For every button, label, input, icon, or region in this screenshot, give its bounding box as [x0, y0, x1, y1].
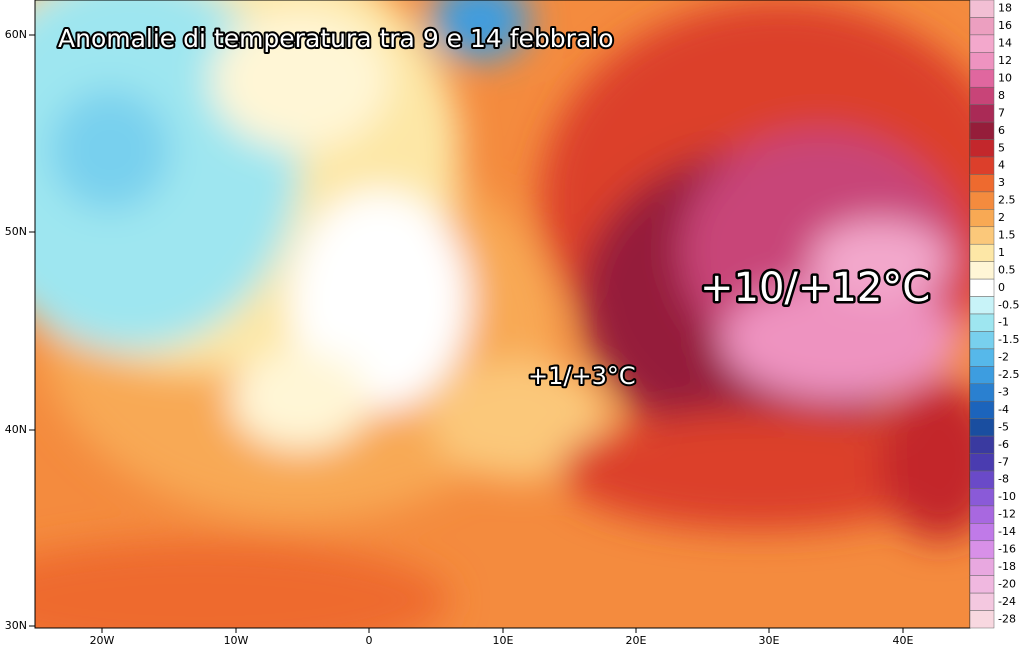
colorbar-swatch [969, 156, 995, 175]
colorbar-label: -1.5 [998, 333, 1019, 346]
colorbar-label: 10 [998, 72, 1012, 85]
annotation: +10/+12°C [700, 265, 930, 311]
colorbar-swatch [969, 104, 995, 123]
lat-label: 60N [5, 28, 27, 41]
colorbar-swatch [969, 121, 995, 140]
colorbar-swatch [969, 400, 995, 419]
colorbar-label: 8 [998, 89, 1005, 102]
colorbar-label: -12 [998, 508, 1016, 521]
colorbar-swatch [969, 383, 995, 402]
colorbar-label: 2 [998, 211, 1005, 224]
colorbar-swatch [969, 575, 995, 594]
colorbar-swatch [969, 278, 995, 297]
colorbar-label: -2 [998, 351, 1009, 364]
colorbar-swatch [969, 523, 995, 542]
lon-label: 30E [759, 634, 780, 647]
lon-label: 40E [893, 634, 914, 647]
colorbar-swatch [969, 34, 995, 53]
colorbar-label: 18 [998, 2, 1012, 15]
colorbar-swatch [969, 453, 995, 472]
colorbar-swatch [969, 418, 995, 437]
colorbar-label: 4 [998, 159, 1005, 172]
colorbar-label: 12 [998, 54, 1012, 67]
colorbar-swatch [969, 174, 995, 193]
colorbar-label: 16 [998, 19, 1012, 32]
colorbar-label: 6 [998, 124, 1005, 137]
colorbar-swatch [969, 488, 995, 507]
colorbar-swatch [969, 296, 995, 315]
lon-label: 20W [90, 634, 115, 647]
colorbar-swatch [969, 540, 995, 559]
colorbar-swatch [969, 331, 995, 350]
colorbar-swatch [969, 226, 995, 245]
colorbar-swatch [969, 191, 995, 210]
colorbar-label: -1 [998, 316, 1009, 329]
colorbar-swatch [969, 86, 995, 105]
colorbar-swatch [969, 0, 995, 18]
colorbar-label: 7 [998, 106, 1005, 119]
lat-label: 40N [5, 423, 27, 436]
colorbar-swatch [969, 209, 995, 228]
colorbar-label: -7 [998, 455, 1009, 468]
colorbar-label: 1 [998, 246, 1005, 259]
colorbar-label: -8 [998, 473, 1009, 486]
colorbar-swatch [969, 435, 995, 454]
lon-label: 10W [224, 634, 249, 647]
colorbar-swatch [969, 139, 995, 158]
annotation: +1/+3°C [528, 362, 636, 390]
colorbar-label: -6 [998, 438, 1009, 451]
colorbar-swatch [969, 592, 995, 611]
lat-label: 30N [5, 619, 27, 632]
colorbar-swatch [969, 17, 995, 36]
colorbar-swatch [969, 470, 995, 489]
colorbar-swatch [969, 348, 995, 367]
colorbar-label: 0 [998, 281, 1005, 294]
colorbar-label: -4 [998, 403, 1009, 416]
colorbar-swatch [969, 557, 995, 576]
lat-label: 50N [5, 225, 27, 238]
colorbar-label: -18 [998, 560, 1016, 573]
colorbar-label: -0.5 [998, 298, 1019, 311]
colorbar-label: -5 [998, 420, 1009, 433]
colorbar-swatch [969, 313, 995, 332]
colorbar-swatch [969, 52, 995, 71]
lon-label: 20E [626, 634, 647, 647]
lon-label: 0 [366, 634, 373, 647]
colorbar-label: 5 [998, 141, 1005, 154]
colorbar-swatch [969, 366, 995, 385]
colorbar-swatch [969, 261, 995, 280]
colorbar-label: -3 [998, 386, 1009, 399]
map-title: Anomalie di temperatura tra 9 e 14 febbr… [58, 24, 614, 53]
colorbar-swatch [969, 243, 995, 262]
colorbar: 18 16 14 12 10 8 7 6 5 4 3 2.5 2 1.5 1 0.5 0 -0.5 -1 -1.5 -2… [969, 0, 1019, 629]
colorbar-swatch [969, 505, 995, 524]
colorbar-label: -10 [998, 490, 1016, 503]
lon-label: 10E [493, 634, 514, 647]
colorbar-label: 2.5 [998, 194, 1016, 207]
colorbar-label: -24 [998, 595, 1016, 608]
colorbar-label: -16 [998, 543, 1016, 556]
colorbar-swatch [969, 610, 995, 629]
colorbar-label: 3 [998, 176, 1005, 189]
axes: 60N 50N 40N 30N 20W 10W 0 10E 20E 30E 40E [5, 28, 914, 647]
colorbar-label: 1.5 [998, 229, 1016, 242]
colorbar-label: -14 [998, 525, 1016, 538]
colorbar-label: -28 [998, 612, 1016, 625]
colorbar-label: -20 [998, 577, 1016, 590]
colorbar-label: 0.5 [998, 263, 1016, 276]
colorbar-swatch [969, 69, 995, 88]
colorbar-label: -2.5 [998, 368, 1019, 381]
colorbar-label: 14 [998, 37, 1012, 50]
